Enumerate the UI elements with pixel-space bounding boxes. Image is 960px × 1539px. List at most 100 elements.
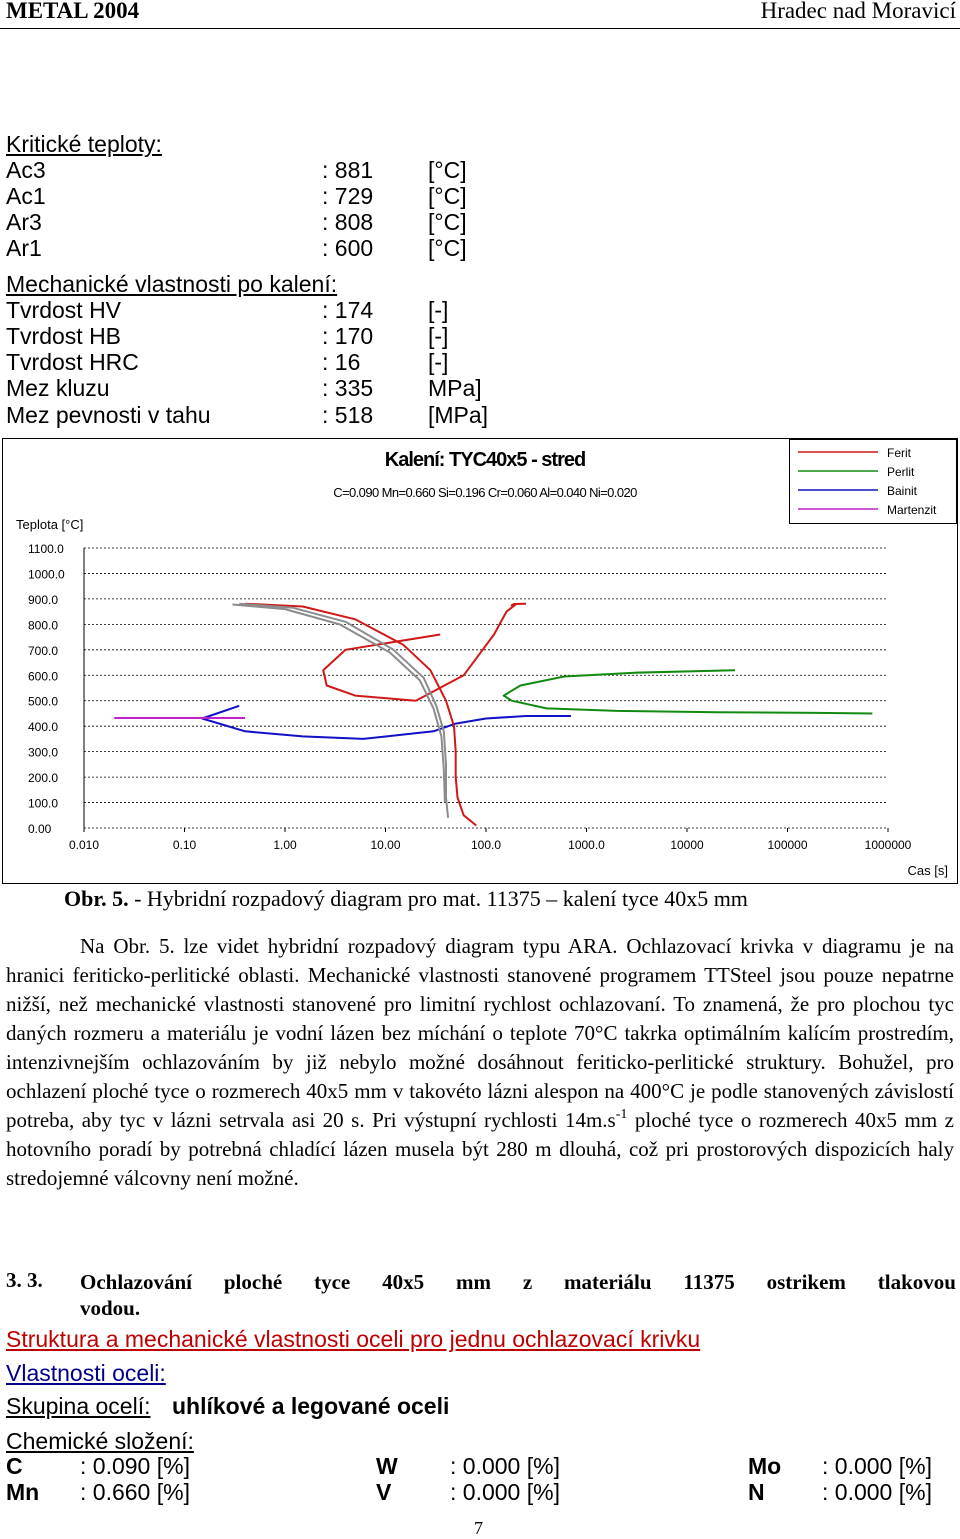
row-unit: [MPa] bbox=[428, 402, 489, 428]
body-paragraph: Na Obr. 5. lze videt hybridní rozpadový … bbox=[6, 932, 954, 1193]
paragraph-superscript: -1 bbox=[615, 1107, 628, 1122]
element-symbol: N bbox=[748, 1479, 765, 1505]
x-tick-label: 100.0 bbox=[471, 838, 501, 852]
caption-text: - Hybridní rozpadový diagram pro mat. 11… bbox=[128, 886, 748, 911]
x-tick-label: 0.10 bbox=[173, 838, 197, 852]
element-symbol: Mn bbox=[6, 1479, 40, 1505]
chart-grid bbox=[83, 547, 889, 832]
series-line-ferit-0 bbox=[322, 602, 527, 702]
chart-ticks: 0.00 100.0 200.0 300.0 400.0 500.0 600.0 700.0 8… bbox=[28, 542, 912, 852]
caption-label: Obr. 5. bbox=[64, 886, 129, 911]
structure-link[interactable]: Struktura a mechanické vlastnosti oceli … bbox=[6, 1326, 701, 1352]
x-tick-label: 1000.0 bbox=[568, 838, 605, 852]
x-axis-label: Cas [s] bbox=[908, 863, 948, 878]
row-label: Ar1 bbox=[6, 235, 42, 261]
row-unit: [-] bbox=[428, 297, 449, 323]
row-value: : 729 bbox=[322, 183, 374, 209]
element-value: : 0.000 [%] bbox=[450, 1479, 560, 1505]
element-value: : 0.660 [%] bbox=[80, 1479, 190, 1505]
row-label: Tvrdost HV bbox=[6, 297, 122, 323]
y-tick-label: 800.0 bbox=[28, 618, 58, 632]
row-label: Mez kluzu bbox=[6, 375, 110, 401]
mech-props-title: Mechanické vlastnosti po kalení: bbox=[6, 271, 338, 297]
row-value: : 881 bbox=[322, 157, 374, 183]
x-tick-label: 1000000 bbox=[865, 838, 912, 852]
element-value: : 0.000 [%] bbox=[450, 1453, 560, 1479]
row-unit: [-] bbox=[428, 323, 449, 349]
row-unit: [°C] bbox=[428, 235, 467, 261]
section-title-continuation: vodou. bbox=[80, 1296, 141, 1320]
series-line-perlit-1 bbox=[502, 669, 873, 715]
cct-diagram-chart: 0.00 100.0 200.0 300.0 400.0 500.0 600.0 700.0 8… bbox=[2, 438, 958, 884]
x-tick-label: 10000 bbox=[670, 838, 704, 852]
steel-properties-link[interactable]: Vlastnosti oceli: bbox=[6, 1360, 166, 1386]
section-number: 3. 3. bbox=[6, 1268, 43, 1292]
chemical-composition-title: Chemické složení: bbox=[6, 1428, 194, 1454]
legend-label-martenzit: Martenzit bbox=[887, 503, 937, 517]
row-unit: [°C] bbox=[428, 183, 467, 209]
chart-subtitle: C=0.090 Mn=0.660 Si=0.196 Cr=0.060 Al=0.… bbox=[333, 485, 637, 500]
steel-group-label: Skupina ocelí: bbox=[6, 1393, 151, 1419]
y-tick-label: 1100.0 bbox=[28, 542, 64, 556]
chart-legend: Ferit Perlit Bainit Martenzit bbox=[789, 439, 957, 524]
row-value: : 335 bbox=[322, 375, 374, 401]
legend-label-perlit: Perlit bbox=[887, 465, 915, 479]
chart-series bbox=[114, 602, 873, 827]
y-tick-label: 100.0 bbox=[28, 797, 58, 811]
row-label: Ac1 bbox=[6, 183, 46, 209]
paragraph-text-1: Na Obr. 5. lze videt hybridní rozpadový … bbox=[6, 934, 954, 1132]
paragraph-text-2: ploché tyce o rozmerech 40x5 mm z hotovn… bbox=[6, 1108, 954, 1190]
element-symbol: V bbox=[376, 1479, 392, 1505]
y-tick-label: 200.0 bbox=[28, 771, 58, 785]
y-tick-label: 900.0 bbox=[28, 593, 58, 607]
y-tick-label: 600.0 bbox=[28, 669, 58, 683]
element-symbol: W bbox=[376, 1453, 398, 1479]
figure-caption: Obr. 5. - Hybridní rozpadový diagram pro… bbox=[64, 886, 748, 912]
row-value: : 518 bbox=[322, 402, 374, 428]
series-line-bainit-2 bbox=[201, 704, 571, 740]
y-tick-label: 300.0 bbox=[28, 746, 58, 760]
series-line-cooling-curve-6 bbox=[232, 603, 446, 803]
y-tick-label: 700.0 bbox=[28, 644, 58, 658]
header-conference: METAL 2004 bbox=[6, 0, 140, 23]
x-tick-label: 10.00 bbox=[370, 838, 400, 852]
row-unit: [°C] bbox=[428, 157, 467, 183]
row-unit: MPa] bbox=[428, 375, 482, 401]
row-label: Tvrdost HB bbox=[6, 323, 122, 349]
row-value: : 600 bbox=[322, 235, 374, 261]
row-unit: [-] bbox=[428, 349, 449, 375]
element-symbol: Mo bbox=[748, 1453, 782, 1479]
critical-temps-title: Kritické teploty: bbox=[6, 131, 162, 157]
legend-label-bainit: Bainit bbox=[887, 484, 918, 498]
y-tick-label: 1000.0 bbox=[28, 567, 65, 581]
element-value: : 0.000 [%] bbox=[822, 1479, 932, 1505]
page-number: 7 bbox=[474, 1518, 483, 1538]
x-tick-label: 0.010 bbox=[69, 838, 99, 852]
series-line-cooling-curve-5 bbox=[239, 602, 450, 818]
element-value: : 0.000 [%] bbox=[822, 1453, 932, 1479]
row-value: : 174 bbox=[322, 297, 374, 323]
header-location: Hradec nad Moravicí bbox=[760, 0, 956, 23]
row-value: : 808 bbox=[322, 209, 374, 235]
legend-label-ferit: Ferit bbox=[887, 446, 912, 460]
row-label: Tvrdost HRC bbox=[6, 349, 139, 375]
row-label: Mez pevnosti v tahu bbox=[6, 402, 211, 428]
y-tick-label: 500.0 bbox=[28, 695, 58, 709]
row-label: Ar3 bbox=[6, 209, 42, 235]
y-axis-label: Teplota [°C] bbox=[16, 517, 83, 532]
row-value: : 16 bbox=[322, 349, 361, 375]
series-line-cooling-curve-4 bbox=[244, 602, 477, 827]
header-divider bbox=[0, 28, 960, 29]
chart-title: Kalení: TYC40x5 - stred bbox=[385, 449, 585, 471]
section-title: Ochlazování ploché tyce 40x5 mm z materi… bbox=[80, 1270, 956, 1294]
row-label: Ac3 bbox=[6, 157, 46, 183]
element-symbol: C bbox=[6, 1453, 23, 1479]
y-tick-label: 0.00 bbox=[28, 822, 52, 836]
steel-group-value: uhlíkové a legované oceli bbox=[172, 1393, 450, 1419]
x-tick-label: 1.00 bbox=[273, 838, 297, 852]
x-tick-label: 100000 bbox=[767, 838, 807, 852]
element-value: : 0.090 [%] bbox=[80, 1453, 190, 1479]
row-value: : 170 bbox=[322, 323, 374, 349]
row-unit: [°C] bbox=[428, 209, 467, 235]
y-tick-label: 400.0 bbox=[28, 720, 58, 734]
